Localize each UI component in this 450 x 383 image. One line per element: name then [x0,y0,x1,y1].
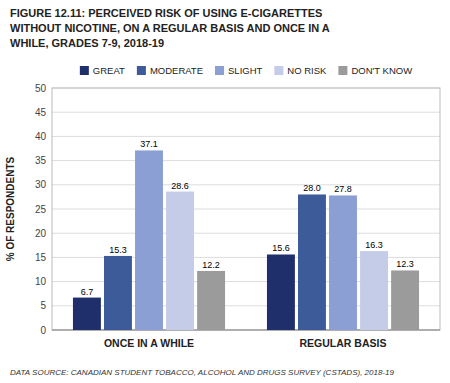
legend-swatch [80,66,89,75]
y-tick-label: 5 [40,300,46,311]
y-tick-label: 40 [35,131,47,142]
y-tick-label: 45 [35,107,47,118]
bar [104,256,132,330]
legend-label: MODERATE [150,65,203,76]
legend-swatch [274,66,283,75]
grid-line [52,184,440,185]
data-label: 28.6 [171,181,189,191]
title: WHILE, GRADES 7-9, 2018-19 [10,37,164,49]
legend-swatch [338,66,347,75]
y-tick-label: 15 [35,252,47,263]
bar [391,270,419,330]
y-tick-label: 10 [35,276,47,287]
data-label: 12.2 [202,260,220,270]
y-tick-label: 25 [35,204,47,215]
grid-line [52,136,440,137]
legend-swatch [215,66,224,75]
grid-line [52,209,440,210]
grid-line [52,112,440,113]
data-label: 15.3 [109,245,127,255]
data-label: 28.0 [303,183,321,193]
legend-item: NO RISK [274,65,327,76]
legend-label: DON'T KNOW [351,65,412,76]
title: WITHOUT NICOTINE, ON A REGULAR BASIS AND… [10,22,330,34]
bar [298,194,326,330]
data-label: 6.7 [81,287,94,297]
x-tick-label: REGULAR BASIS [300,337,387,349]
y-tick-label: 30 [35,179,47,190]
legend-item: MODERATE [137,65,203,76]
title: FIGURE 12.11: PERCEIVED RISK OF USING E-… [10,7,322,19]
bars [73,150,419,330]
data-label: 15.6 [272,243,290,253]
data-label: 12.3 [396,259,414,269]
data-label: 16.3 [365,240,383,250]
chart: FIGURE 12.11: PERCEIVED RISK OF USING E-… [0,0,450,383]
grid-line [52,160,440,161]
legend-item: GREAT [80,65,125,76]
bar [166,192,194,330]
legend-item: SLIGHT [215,65,263,76]
bar [135,150,163,330]
y-tick-label: 35 [35,155,47,166]
data-labels: 6.7 15.3 37.1 28.6 12.2 15.6 28.0 27.8 16.3 12.3 [81,139,414,296]
x-tick-label: ONCE IN A WHILE [104,337,194,349]
y-tick-label: 50 [35,83,47,94]
data-label: 27.8 [334,184,352,194]
legend-label: NO RISK [287,65,327,76]
grid-line [52,233,440,234]
bar [329,195,357,330]
legend-swatch [137,66,146,75]
plot-frame [52,88,440,330]
grid [52,88,440,330]
legend-item: DON'T KNOW [338,65,412,76]
y-axis-label: % OF RESPONDENTS [5,156,16,261]
bar [360,251,388,330]
legend-label: SLIGHT [228,65,263,76]
y-tick-label: 0 [40,325,46,336]
data-label: 37.1 [140,139,158,149]
footnote: DATA SOURCE: CANADIAN STUDENT TOBACCO, A… [10,368,394,377]
y-tick-label: 20 [35,228,47,239]
bar [73,298,101,330]
bar [267,254,295,330]
legend-label: GREAT [93,65,125,76]
legend: GREAT MODERATE SLIGHT NO RISK DON'T KNOW [80,65,412,76]
bar [197,271,225,330]
